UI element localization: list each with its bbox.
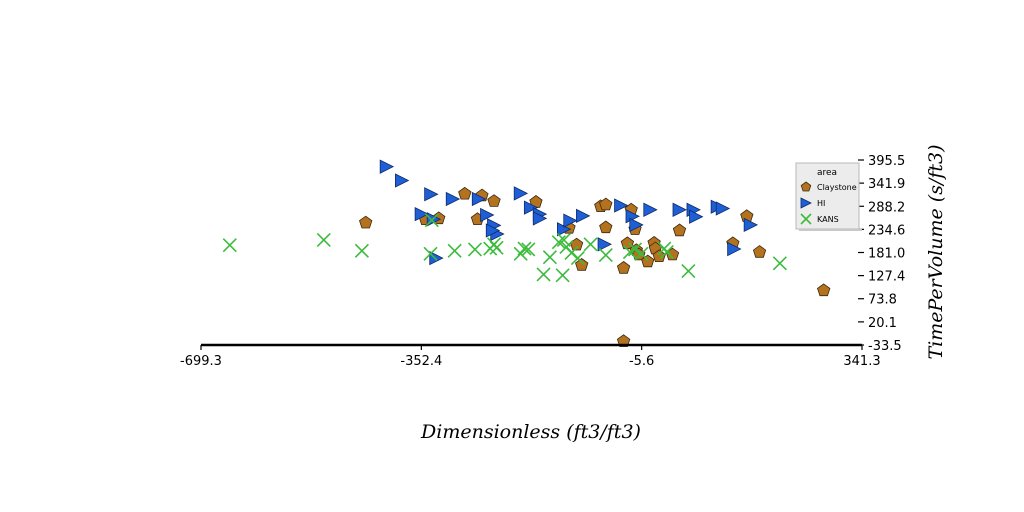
data-point-kans xyxy=(489,240,504,255)
legend-label-kans: KANS xyxy=(817,215,839,224)
legend: area Claystone HI KANS xyxy=(795,162,862,231)
y-tick-label: 395.5 xyxy=(868,154,905,169)
y-tick-label: 288.2 xyxy=(868,200,905,215)
y-tick-label: 73.8 xyxy=(868,293,897,308)
legend-label-claystone: Claystone xyxy=(817,183,857,192)
data-point-claystone xyxy=(487,194,501,207)
data-point-hi xyxy=(485,223,501,238)
y-tick-label: 341.9 xyxy=(868,177,905,192)
series-hi xyxy=(379,159,759,266)
data-point-kans xyxy=(681,263,696,279)
data-point-claystone xyxy=(817,283,831,297)
series-claystone xyxy=(359,186,831,348)
data-point-kans xyxy=(583,237,598,252)
legend-marker-hi xyxy=(800,197,812,209)
data-point-hi xyxy=(715,201,731,216)
data-point-hi xyxy=(576,208,591,223)
data-point-hi xyxy=(629,217,644,233)
data-point-claystone xyxy=(359,215,373,229)
data-point-claystone xyxy=(458,186,472,200)
x-axis-title: Dimensionless (ft3/ft3) xyxy=(420,421,641,443)
y-tick-label: -33.5 xyxy=(868,339,902,354)
data-point-hi xyxy=(532,211,548,226)
data-point-hi xyxy=(513,186,529,201)
data-point-kans xyxy=(551,235,566,250)
legend-marker-kans xyxy=(800,213,812,225)
data-point-kans xyxy=(521,242,536,257)
data-point-kans xyxy=(555,268,570,283)
x-tick-label: -699.3 xyxy=(180,354,222,369)
data-point-kans xyxy=(423,246,438,261)
y-axis-title: TimePerVolume (s/ft3) xyxy=(925,144,947,359)
series-kans xyxy=(222,213,787,283)
data-point-hi xyxy=(563,213,578,228)
data-point-kans xyxy=(598,248,613,263)
data-point-hi xyxy=(395,173,410,188)
data-point-kans xyxy=(627,242,643,257)
data-point-hi xyxy=(429,250,444,266)
data-point-hi xyxy=(643,202,658,217)
data-point-claystone xyxy=(672,223,687,237)
data-point-kans xyxy=(424,213,439,228)
data-point-hi xyxy=(379,159,395,174)
legend-label-hi: HI xyxy=(817,199,825,208)
data-point-kans xyxy=(659,245,674,260)
data-point-kans xyxy=(517,241,532,256)
data-point-hi xyxy=(743,217,759,233)
data-point-hi xyxy=(523,200,539,215)
data-point-kans xyxy=(772,256,787,271)
data-point-kans xyxy=(222,238,237,253)
data-point-kans xyxy=(564,245,579,260)
data-point-hi xyxy=(445,191,461,207)
y-tick-label: 234.6 xyxy=(868,223,905,238)
y-tick-label: 20.1 xyxy=(868,316,897,331)
y-tick-label: 181.0 xyxy=(868,247,905,262)
plot-area xyxy=(222,159,831,348)
data-point-claystone xyxy=(599,197,613,211)
y-tick-label: 127.4 xyxy=(868,270,905,285)
data-point-hi xyxy=(414,206,430,222)
data-point-kans xyxy=(570,251,585,266)
data-point-hi xyxy=(614,198,629,213)
data-point-hi xyxy=(480,207,495,223)
data-point-kans xyxy=(634,246,649,261)
y-axis-ticks: -33.5 20.1 73.8 127.4 181.0 234.6 288.2 341.9 39… xyxy=(858,154,905,354)
legend-entries: Claystone HI KANS xyxy=(800,181,857,225)
data-point-kans xyxy=(467,242,483,257)
x-tick-label: -352.4 xyxy=(400,354,442,369)
data-point-hi xyxy=(727,241,742,257)
data-point-claystone xyxy=(575,258,589,271)
data-point-kans xyxy=(316,232,331,248)
legend-title: area xyxy=(817,168,837,178)
data-point-kans xyxy=(354,243,369,258)
data-point-kans xyxy=(536,267,551,282)
data-point-kans xyxy=(447,243,462,258)
legend-box xyxy=(795,162,860,230)
x-tick-label: 341.3 xyxy=(843,354,880,369)
data-point-hi xyxy=(689,209,704,224)
data-point-claystone xyxy=(616,261,631,274)
data-point-kans xyxy=(542,250,557,265)
data-point-claystone xyxy=(752,245,767,258)
data-point-hi xyxy=(672,202,687,217)
data-point-hi xyxy=(471,191,487,207)
x-axis-ticks: -699.3 -352.4 -5.6 341.3 xyxy=(180,345,881,369)
legend-shadow xyxy=(799,229,862,231)
data-point-claystone xyxy=(599,220,613,234)
data-point-hi xyxy=(597,237,612,252)
data-point-claystone xyxy=(616,334,631,348)
legend-marker-claystone xyxy=(800,181,812,192)
x-tick-label: -5.6 xyxy=(629,354,654,369)
data-point-hi xyxy=(424,187,439,202)
